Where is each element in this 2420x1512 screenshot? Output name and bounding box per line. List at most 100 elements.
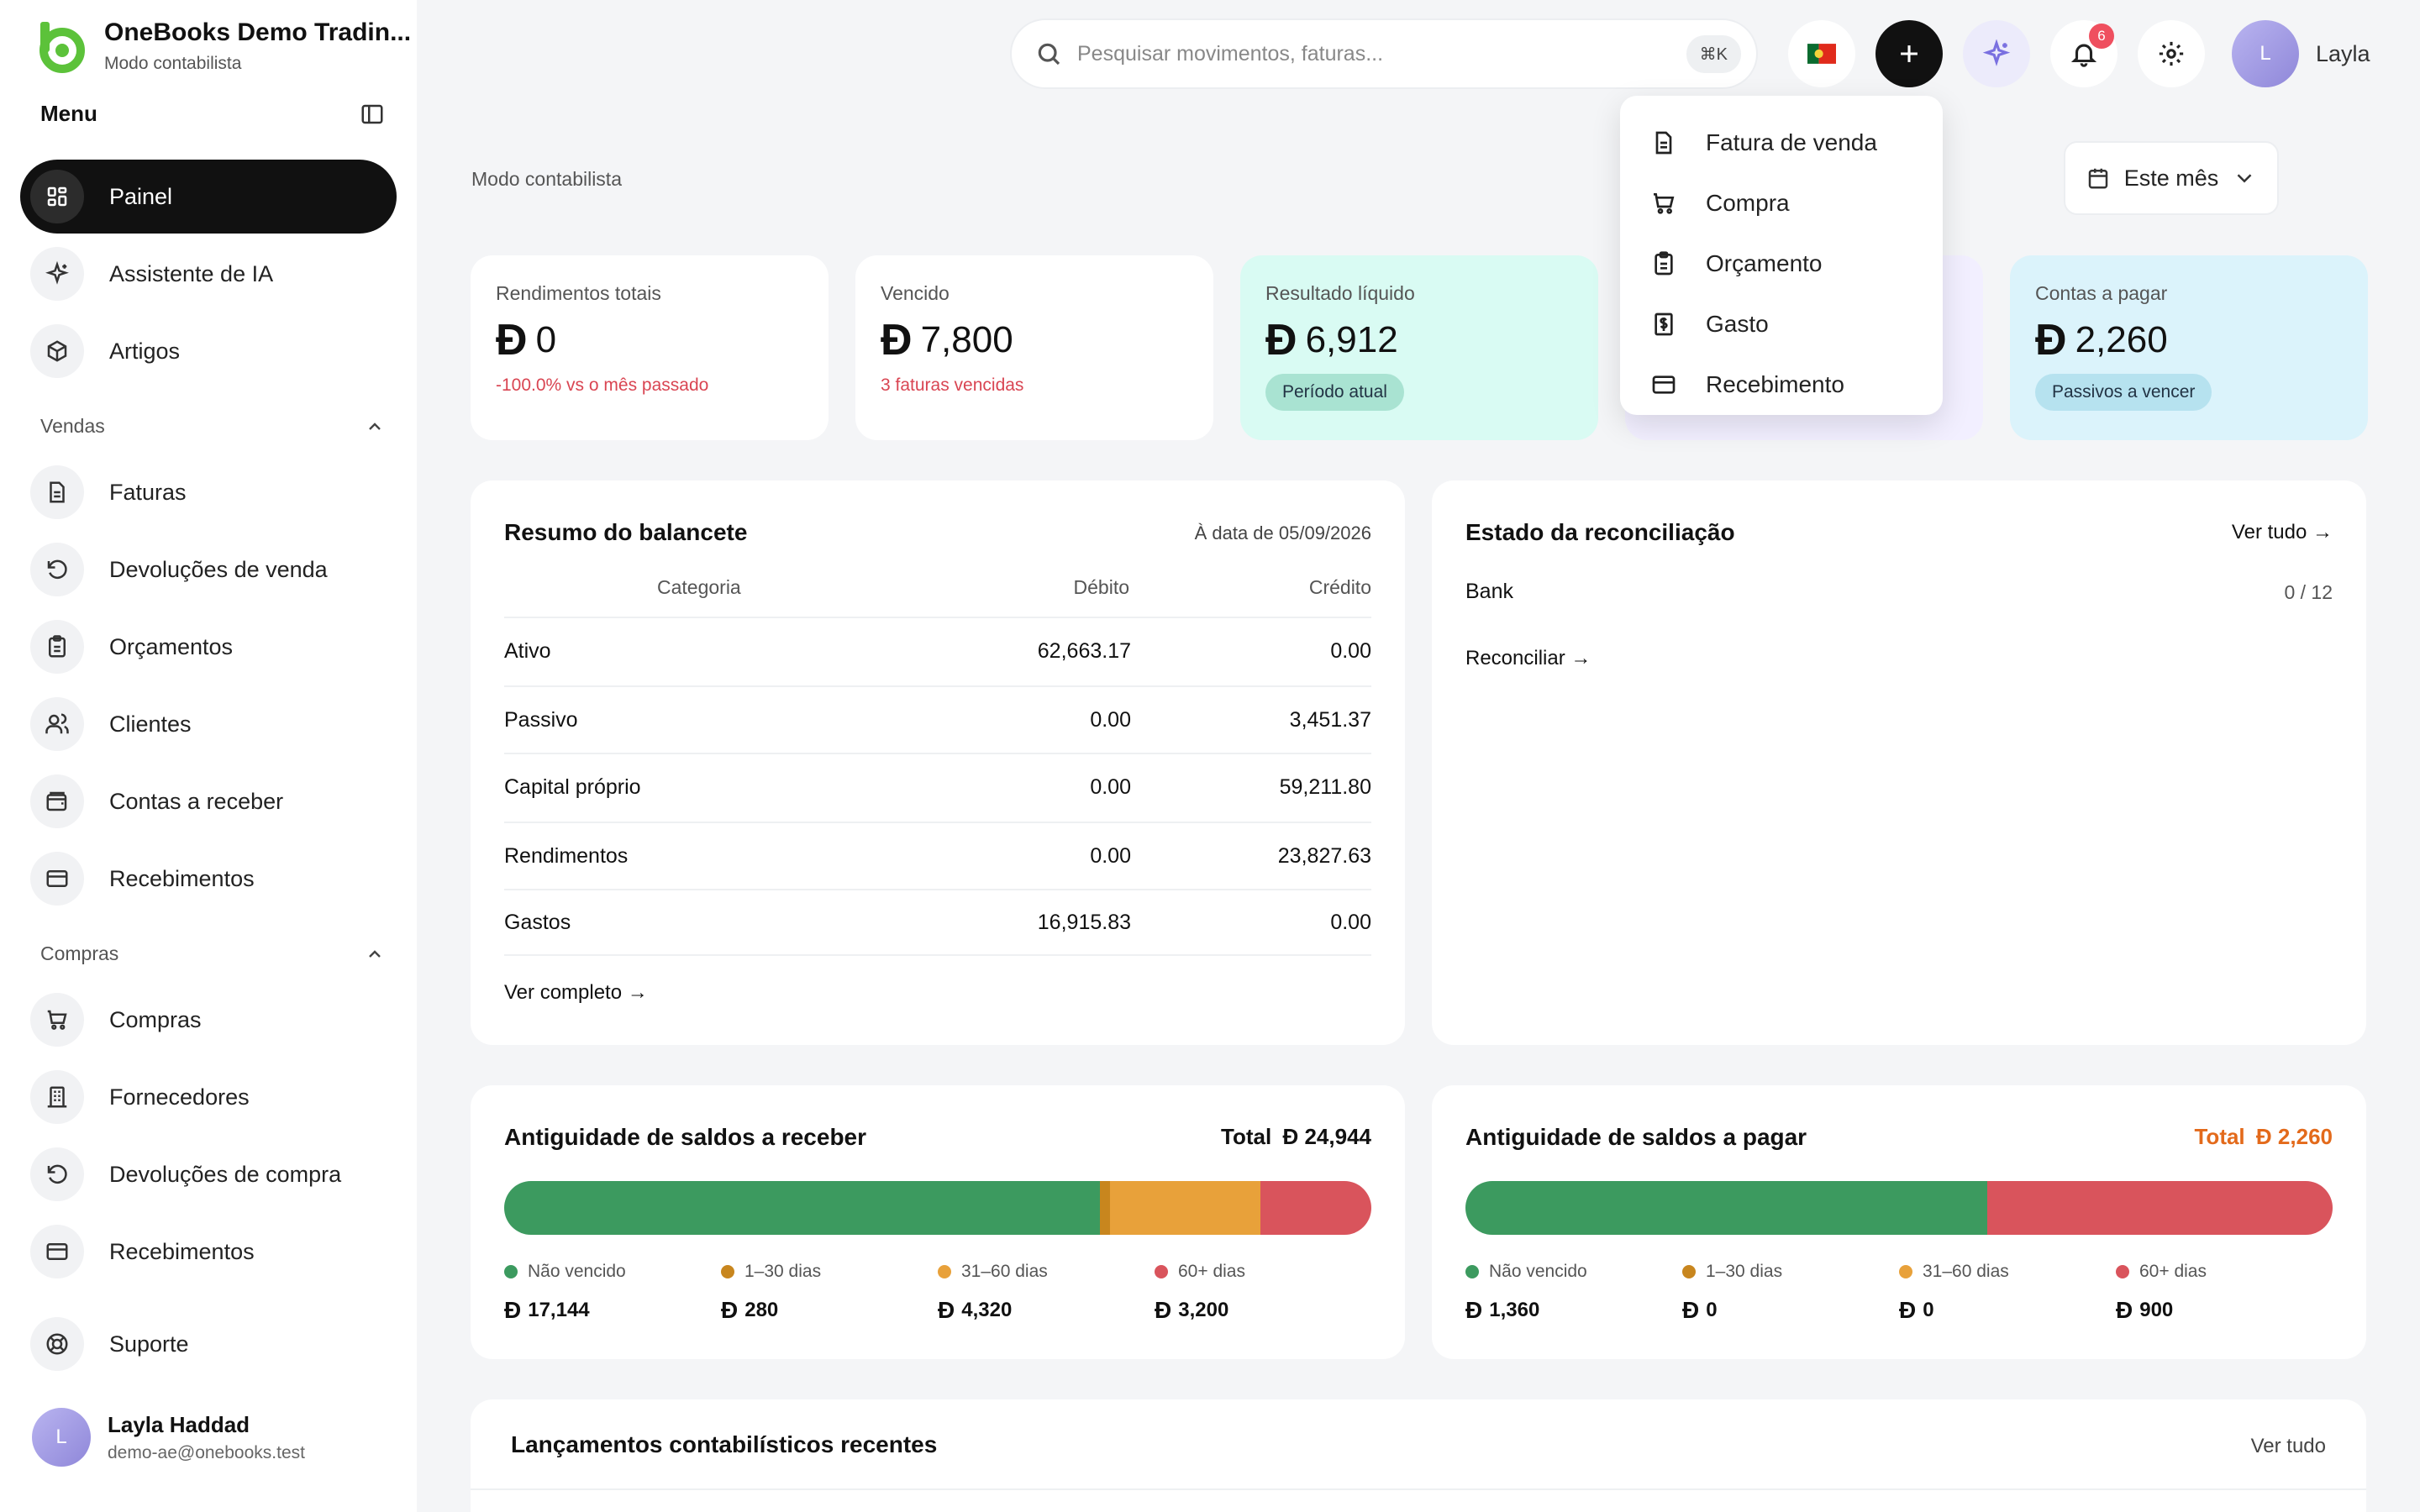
- aging-legend-item: 60+ dias Ð 3,200: [1155, 1262, 1371, 1324]
- legend-label-row: 31–60 dias: [938, 1262, 1155, 1282]
- clipboard-icon: [30, 620, 84, 674]
- notifications-button[interactable]: 6: [2050, 20, 2118, 87]
- legend-label: 1–30 dias: [744, 1262, 822, 1281]
- plus-icon: [1901, 45, 1918, 62]
- menu-item-fatura-venda[interactable]: Fatura de venda: [1620, 113, 1943, 173]
- ai-button[interactable]: [1963, 20, 2030, 87]
- table-row[interactable]: Capital próprio 0.00 59,211.80: [504, 753, 1371, 820]
- menu-item-recebimento[interactable]: Recebimento: [1620, 354, 1943, 415]
- currency-symbol: Ð: [881, 316, 913, 365]
- sidebar-item-label: Devoluções de venda: [109, 556, 328, 582]
- sidebar-item-devolucoes-venda[interactable]: Devoluções de venda: [20, 533, 397, 606]
- cell-credit: 59,211.80: [1279, 774, 1371, 799]
- sidebar-item-devolucoes-compra[interactable]: Devoluções de compra: [20, 1137, 397, 1211]
- sidebar-item-label: Recebimentos: [109, 865, 255, 891]
- kpi-value: Ð 2,260: [2035, 315, 2343, 365]
- user-short-name: Layla: [2316, 40, 2370, 66]
- kpi-card-resultado[interactable]: Resultado líquido Ð 6,912 Período atual: [1240, 255, 1598, 440]
- see-all-link[interactable]: Ver tudo →: [2231, 521, 2333, 543]
- gear-icon: [2159, 41, 2184, 66]
- new-menu-dropdown: Fatura de venda Compra Orçamento Gasto R…: [1620, 96, 1943, 415]
- legend-dot: [1155, 1265, 1168, 1278]
- menu-item-label: Orçamento: [1706, 250, 1823, 276]
- avatar: L: [2232, 20, 2299, 87]
- sidebar-item-compras[interactable]: Compras: [20, 983, 397, 1057]
- kpi-card-vencido[interactable]: Vencido Ð 7,800 3 faturas vencidas: [855, 255, 1213, 440]
- new-button[interactable]: [1876, 20, 1943, 87]
- cell-category: Rendimentos: [504, 843, 629, 868]
- menu-item-orcamento[interactable]: Orçamento: [1620, 234, 1943, 294]
- sidebar-item-ai-assistant[interactable]: Assistente de IA: [20, 237, 397, 311]
- reconcile-link[interactable]: Reconciliar →: [1465, 647, 1591, 669]
- legend-value: Ð 280: [721, 1297, 938, 1324]
- sidebar-item-recebimentos[interactable]: Recebimentos: [20, 842, 397, 916]
- sidebar-item-painel[interactable]: Painel: [20, 160, 397, 234]
- sidebar-item-label: Compras: [109, 1006, 202, 1032]
- rotate-ccw-icon: [30, 1147, 84, 1201]
- sidebar-item-artigos[interactable]: Artigos: [20, 314, 397, 388]
- sidebar-item-label: Assistente de IA: [109, 260, 274, 286]
- see-all-link[interactable]: Ver tudo: [2250, 1435, 2326, 1457]
- document-icon: [1655, 131, 1672, 155]
- legend-label: Não vencido: [528, 1262, 626, 1281]
- search-input[interactable]: Pesquisar movimentos, faturas... ⌘K: [1010, 18, 1758, 89]
- sidebar-user-card[interactable]: L Layla Haddad demo-ae@onebooks.test: [32, 1408, 305, 1467]
- legend-label-row: 60+ dias: [2116, 1262, 2333, 1282]
- period-select[interactable]: Este mês: [2064, 141, 2279, 215]
- box-icon: [30, 324, 84, 378]
- legend-amount: 280: [744, 1299, 779, 1321]
- sidebar-item-clientes[interactable]: Clientes: [20, 687, 397, 761]
- legend-value: Ð 4,320: [938, 1297, 1155, 1324]
- sidebar-toggle-icon[interactable]: [360, 102, 385, 127]
- sidebar-item-fornecedores[interactable]: Fornecedores: [20, 1060, 397, 1134]
- total-value: 24,944: [1304, 1124, 1371, 1149]
- section-vendas-header[interactable]: Vendas: [40, 415, 385, 438]
- currency-symbol: Ð: [1899, 1297, 1917, 1323]
- clipboard-icon: [1655, 251, 1673, 276]
- cart-icon: [30, 993, 84, 1047]
- language-button[interactable]: [1788, 20, 1855, 87]
- user-menu[interactable]: L Layla: [2232, 20, 2370, 87]
- menu-item-gasto[interactable]: Gasto: [1620, 294, 1943, 354]
- sidebar-item-contas-receber[interactable]: Contas a receber: [20, 764, 397, 838]
- table-row[interactable]: Passivo 0.00 3,451.37: [504, 685, 1371, 753]
- menu-header: Menu: [40, 101, 385, 127]
- table-row[interactable]: Ativo 62,663.17 0.00: [504, 617, 1371, 684]
- sidebar-item-label: Fornecedores: [109, 1084, 250, 1110]
- kpi-card-contas-pagar[interactable]: Contas a pagar Ð 2,260 Passivos a vencer: [2010, 255, 2368, 440]
- chevron-up-icon: [369, 422, 381, 430]
- cell-category: Gastos: [504, 910, 571, 934]
- ap-aging-bar: [1465, 1181, 2333, 1235]
- legend-label: 60+ dias: [1178, 1262, 1245, 1281]
- aging-legend-item: 1–30 dias Ð 0: [1682, 1262, 1899, 1324]
- menu-item-label: Gasto: [1706, 311, 1769, 337]
- sidebar-item-recebimentos-compras[interactable]: Recebimentos: [20, 1215, 397, 1289]
- brand[interactable]: OneBooks Demo Tradin... Modo contabilist…: [32, 18, 411, 74]
- section-vendas-label: Vendas: [40, 415, 105, 437]
- see-full-link[interactable]: Ver completo →: [504, 981, 648, 1004]
- sidebar-item-faturas[interactable]: Faturas: [20, 455, 397, 529]
- legend-dot: [721, 1265, 734, 1278]
- legend-amount: 17,144: [528, 1299, 590, 1321]
- currency-symbol: Ð: [1465, 1297, 1483, 1323]
- legend-value: Ð 17,144: [504, 1297, 721, 1324]
- kpi-pill: Período atual: [1265, 374, 1404, 411]
- table-row[interactable]: Rendimentos 0.00 23,827.63: [504, 822, 1371, 889]
- kpi-value: Ð 6,912: [1265, 315, 1573, 365]
- users-icon: [30, 697, 84, 751]
- sidebar-item-orcamentos[interactable]: Orçamentos: [20, 610, 397, 684]
- kpi-amount: 6,912: [1305, 319, 1398, 360]
- ap-aging-legend: Não vencido Ð 1,360 1–30 dias Ð 0 31–60 dias Ð 0…: [1465, 1262, 2333, 1324]
- table-row[interactable]: Gastos 16,915.83 0.00: [504, 889, 1371, 956]
- menu-item-compra[interactable]: Compra: [1620, 173, 1943, 234]
- total-label: Total: [2194, 1124, 2245, 1149]
- settings-button[interactable]: [2138, 20, 2205, 87]
- cell-category: Capital próprio: [504, 774, 641, 799]
- legend-dot: [1682, 1265, 1696, 1278]
- section-compras-header[interactable]: Compras: [40, 942, 385, 965]
- sidebar-item-suporte[interactable]: Suporte: [20, 1307, 397, 1381]
- sidebar-item-label: Orçamentos: [109, 633, 234, 659]
- legend-amount: 0: [1923, 1299, 1934, 1321]
